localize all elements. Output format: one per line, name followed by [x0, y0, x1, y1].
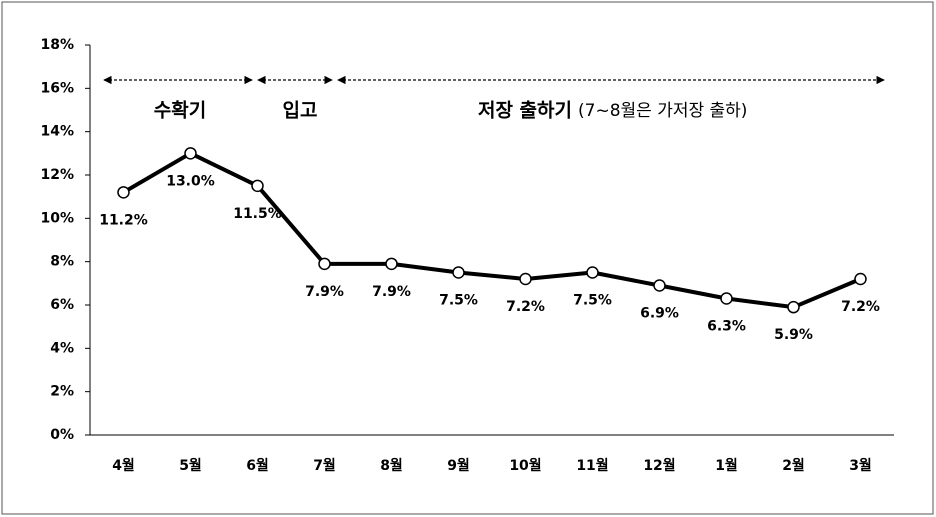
- x-tick-label: 6월: [246, 457, 269, 474]
- point: [519, 272, 532, 286]
- x-tick-label: 11월: [576, 457, 608, 474]
- point: [787, 300, 800, 314]
- data-label: 7.2%: [506, 299, 545, 315]
- x-tick-label: 9월: [447, 457, 470, 474]
- data-label: 11.2%: [99, 212, 148, 228]
- point: [117, 186, 130, 199]
- y-tick-label: 18%: [40, 37, 74, 53]
- point: [653, 279, 666, 292]
- y-tick-label: 8%: [50, 254, 74, 270]
- annotation: (7~8월은 가저장 출하): [578, 101, 747, 121]
- y-tick-label: 0%: [50, 427, 74, 443]
- point: [452, 266, 465, 279]
- point: [184, 147, 197, 160]
- point: [251, 179, 264, 193]
- point: [720, 292, 733, 305]
- data-label: 13.0%: [166, 173, 215, 189]
- x-tick-label: 2월: [782, 457, 805, 474]
- x-tick-label: 5월: [179, 457, 202, 474]
- data-label: 5.9%: [774, 327, 813, 343]
- data-label: 7.5%: [573, 293, 612, 309]
- point: [385, 257, 398, 271]
- y-tick-label: 4%: [50, 340, 74, 356]
- x-tick-label: 12월: [643, 457, 675, 474]
- data-label: 6.9%: [640, 306, 679, 322]
- annotation: 저장 출하기: [478, 100, 572, 122]
- data-label: 7.2%: [841, 299, 880, 315]
- line: [122, 151, 862, 310]
- data-label: 7.5%: [439, 293, 478, 309]
- point: [586, 266, 599, 279]
- x-tick-label: 3월: [849, 457, 872, 474]
- y-tick-label: 12%: [40, 167, 74, 183]
- x-tick-label: 1월: [715, 457, 738, 474]
- x-tick-label: 8월: [380, 457, 403, 474]
- point: [854, 272, 867, 286]
- point: [318, 257, 331, 271]
- annotation: 입고: [283, 100, 318, 122]
- x-tick-label: 10월: [509, 457, 541, 474]
- x-tick-label: 7월: [313, 457, 336, 474]
- x-tick-label: 4월: [112, 457, 135, 474]
- y-tick-label: 14%: [40, 124, 74, 140]
- y-tick-label: 10%: [40, 210, 74, 226]
- annotation: 수확기: [154, 99, 206, 122]
- y-tick-label: 6%: [50, 297, 74, 313]
- data-label: 11.5%: [233, 206, 282, 222]
- y-tick-label: 2%: [50, 384, 74, 400]
- data-label: 7.9%: [372, 284, 411, 300]
- data-label: 7.9%: [305, 284, 344, 300]
- y-tick-label: 16%: [40, 80, 74, 96]
- data-label: 6.3%: [707, 319, 746, 335]
